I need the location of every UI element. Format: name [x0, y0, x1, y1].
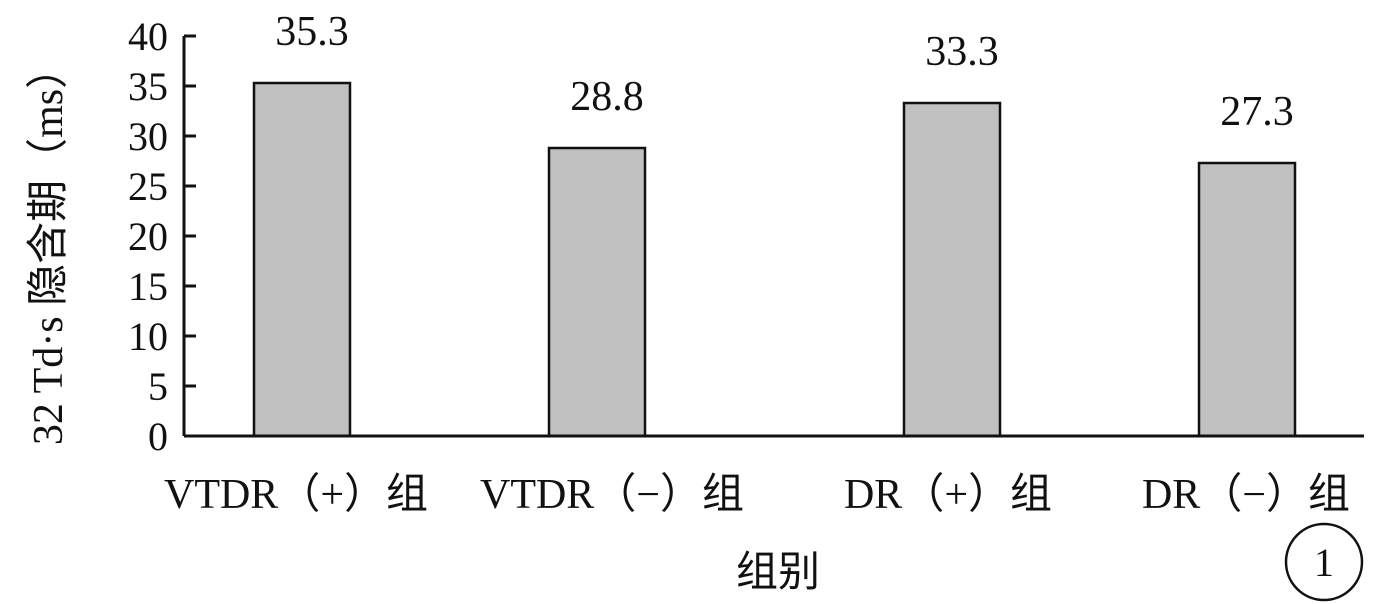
- data-label-4: 27.3: [1220, 89, 1294, 135]
- data-label-2: 28.8: [570, 74, 644, 120]
- y-tick-label-25: 25: [128, 164, 168, 209]
- y-axis-title: 32 Td·s 隐含期（ms）: [26, 47, 72, 445]
- figure-number-circle: [1284, 522, 1364, 602]
- axes-group: 0 5 10 15 20 25 30 35 40: [128, 14, 1364, 459]
- y-tick-label-40: 40: [128, 14, 168, 59]
- x-axis-title: 组别: [736, 550, 820, 596]
- category-label-1: VTDR（+）组: [164, 472, 428, 518]
- y-tick-label-0: 0: [148, 414, 168, 459]
- y-tick-label-15: 15: [128, 264, 168, 309]
- bars-group: [252, 81, 1297, 438]
- bar-2: [547, 146, 647, 438]
- data-label-1: 35.3: [275, 9, 349, 55]
- figure-number-text: 1: [1314, 540, 1334, 585]
- data-labels-group: 35.3 28.8 33.3 27.3: [275, 9, 1294, 135]
- category-labels-group: VTDR（+）组 VTDR（−）组 DR（+）组 DR（−）组: [164, 472, 1350, 518]
- data-label-3: 33.3: [925, 29, 999, 75]
- y-tick-label-30: 30: [128, 114, 168, 159]
- y-tick-label-20: 20: [128, 214, 168, 259]
- bar-4: [1197, 161, 1297, 438]
- bar-3: [902, 101, 1002, 438]
- y-tick-label-35: 35: [128, 64, 168, 109]
- y-tick-label-10: 10: [128, 314, 168, 359]
- y-tick-label-5: 5: [148, 364, 168, 409]
- category-label-4: DR（−）组: [1142, 472, 1350, 518]
- category-label-2: VTDR（−）组: [480, 472, 744, 518]
- bar-1: [252, 81, 352, 438]
- category-label-3: DR（+）组: [844, 472, 1052, 518]
- figure-number-badge: 1: [1284, 522, 1364, 602]
